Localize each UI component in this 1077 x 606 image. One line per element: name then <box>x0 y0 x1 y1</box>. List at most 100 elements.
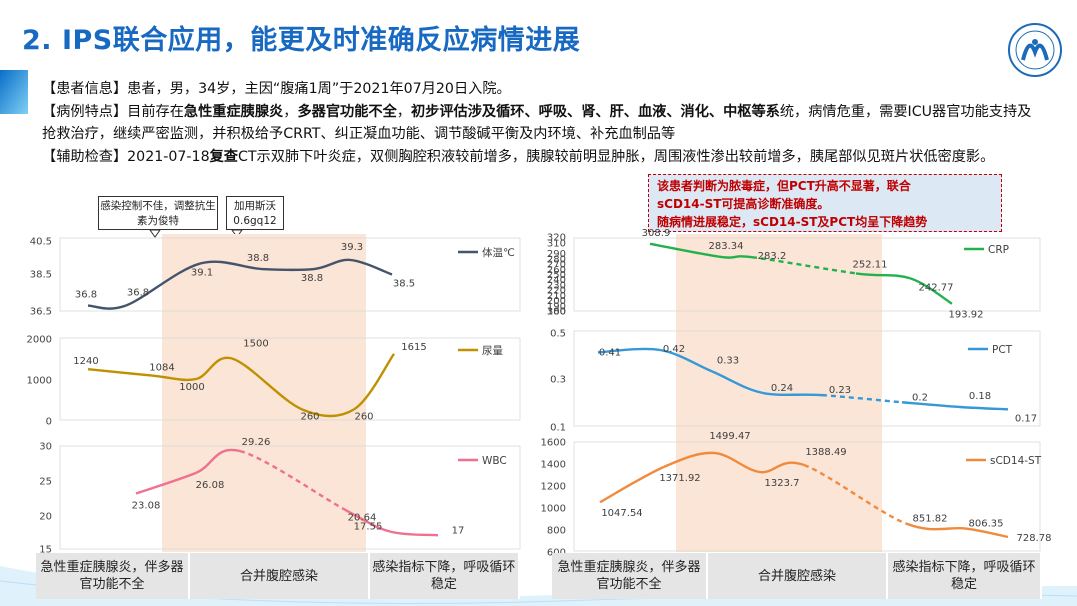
callout-antibiotic: 感染控制不佳，调整抗生素为俊特 <box>98 196 218 230</box>
y-tick-label: 36.5 <box>30 307 52 318</box>
y-tick-label: 25 <box>39 477 52 488</box>
data-label: 36.8 <box>127 288 149 299</box>
y-tick-label: 1200 <box>541 482 566 493</box>
data-label: 1323.7 <box>765 478 800 489</box>
data-label: 242.77 <box>919 282 954 293</box>
phase-recovery-left: 感染指标下降，呼吸循环稳定 <box>369 553 520 599</box>
legend-label: WBC <box>482 455 507 467</box>
series-line-segment <box>313 258 351 271</box>
series-line-segment <box>711 370 763 394</box>
series-line-segment <box>599 465 665 504</box>
phase-acute-left: 急性重症胰腺炎，伴多器官功能不全 <box>36 553 191 599</box>
patient-info-label: 【患者信息】 <box>42 81 128 97</box>
patient-info: 【患者信息】患者，男，34岁，主因“腹痛1周”于2021年07月20日入院。 <box>42 78 1042 101</box>
exam-text: CT示双肺下叶炎症，双侧胸腔积液较前增多，胰腺较前明显肿胀，周围液性渗出较前增多… <box>237 148 995 165</box>
data-label: 26.08 <box>196 480 225 491</box>
data-label: 20.64 <box>348 512 377 523</box>
series-line-segment <box>663 451 715 468</box>
data-label: 0.42 <box>663 344 685 355</box>
data-label: 1240 <box>73 356 98 367</box>
y-tick-label: 320 <box>547 233 566 244</box>
series-line-segment <box>301 408 355 418</box>
series-line-segment <box>353 353 395 411</box>
y-tick-label: 1000 <box>27 376 52 387</box>
y-tick-label: 310 <box>547 239 566 250</box>
data-label: 1000 <box>179 382 204 393</box>
series-line-segment <box>821 393 903 404</box>
exam-label: 【辅助检查】 <box>42 148 128 165</box>
series-line-segment <box>649 242 723 259</box>
case-pre: 目前存在 <box>127 103 184 120</box>
y-tick-label: 1000 <box>541 504 566 515</box>
highlight-band-left <box>162 234 366 552</box>
data-label: 260 <box>354 411 373 422</box>
panel-frame-4 <box>573 330 1041 427</box>
y-tick-label: 0.5 <box>550 329 566 340</box>
data-label: 38.5 <box>393 279 415 290</box>
panel-frame-5 <box>573 441 1041 552</box>
case-bold-1: 急性重症胰腺炎 <box>183 103 284 120</box>
series-line-segment <box>239 449 347 512</box>
y-tick-label: 300 <box>547 307 566 318</box>
data-label: 17.55 <box>354 521 383 532</box>
series-line-segment <box>909 277 953 305</box>
series-line-segment <box>195 356 233 381</box>
data-label: 728.78 <box>1017 533 1052 544</box>
y-tick-label: 280 <box>547 254 566 265</box>
case-bold-2: 多器官功能不全 <box>297 103 397 120</box>
y-tick-label: 210 <box>547 291 566 302</box>
series-line-segment <box>759 461 805 474</box>
panel-frame-0 <box>59 237 521 312</box>
data-label: 0.23 <box>829 385 851 396</box>
data-label: 39.3 <box>341 242 363 253</box>
series-line-segment <box>87 367 153 377</box>
hospital-logo-icon <box>1008 23 1062 77</box>
slide-title: 2. IPS联合应用，能更及时准确反应病情进展 <box>22 25 581 56</box>
data-label: 1499.47 <box>709 431 750 442</box>
data-label: 308.9 <box>642 228 671 239</box>
y-tick-label: 15 <box>39 545 52 556</box>
case-bold-3: 初步评估涉及循环、呼吸、肾、肝、血液、消化、中枢等系 <box>410 103 780 120</box>
data-label: 283.34 <box>709 241 744 252</box>
y-tick-label: 200 <box>547 296 566 307</box>
data-label: 1615 <box>401 342 426 353</box>
phase-bar-left: 急性重症胰腺炎，伴多器官功能不全 合并腹腔感染 感染指标下降，呼吸循环稳定 <box>36 553 520 599</box>
y-tick-label: 250 <box>547 270 566 281</box>
y-tick-label: 240 <box>547 275 566 286</box>
exam-date: 2021-07-18 <box>127 148 210 165</box>
data-label: 0.17 <box>1015 413 1037 424</box>
phase-bar-right: 急性重症胰腺炎，伴多器官功能不全 合并腹腔感染 感染指标下降，呼吸循环稳定 <box>552 553 1042 599</box>
data-label: 36.8 <box>75 290 97 301</box>
legend-label: sCD14-ST <box>990 455 1042 467</box>
phase-infection-left: 合并腹腔感染 <box>190 553 370 599</box>
case-sep-1: ， <box>283 103 298 120</box>
y-tick-label: 180 <box>547 307 566 318</box>
legend-label: PCT <box>992 344 1013 356</box>
phase-acute-right: 急性重症胰腺炎，伴多器官功能不全 <box>552 553 709 599</box>
y-tick-label: 2000 <box>27 335 52 346</box>
series-line-segment <box>345 509 391 533</box>
panel-frame-2 <box>59 445 521 550</box>
series-line-segment <box>855 272 911 280</box>
case-sep-2: ， <box>396 103 411 120</box>
y-tick-label: 800 <box>547 526 566 537</box>
data-label: 1084 <box>149 363 174 374</box>
legend-label: 尿量 <box>482 345 503 357</box>
panel-frame-1 <box>59 337 521 421</box>
y-tick-label: 20 <box>39 512 52 523</box>
series-line-segment <box>959 405 1009 411</box>
note-line-2: sCD14-ST可提高诊断准确度。 <box>657 197 830 211</box>
y-tick-label: 190 <box>547 301 566 312</box>
series-line-segment <box>151 374 197 382</box>
series-line-segment <box>659 348 713 373</box>
legend-label: CRP <box>988 244 1009 256</box>
y-tick-label: 1600 <box>541 438 566 449</box>
series-line-segment <box>905 522 967 531</box>
panel-frame-3 <box>573 237 1041 312</box>
y-tick-label: 0.3 <box>550 375 566 386</box>
decorative-wave-left <box>0 70 28 114</box>
data-label: 39.1 <box>191 268 213 279</box>
case-label: 【病例特点】 <box>42 103 128 120</box>
data-label: 38.8 <box>247 253 269 264</box>
